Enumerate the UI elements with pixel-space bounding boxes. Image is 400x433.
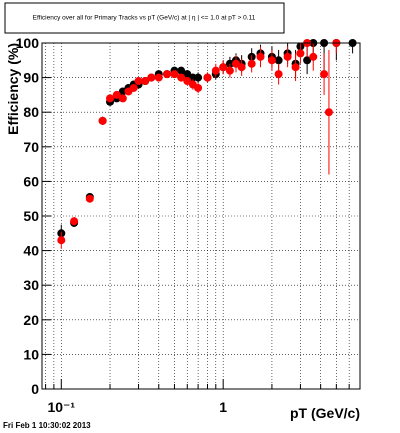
data-point: [225, 66, 234, 75]
data-point: [219, 63, 228, 72]
data-point: [141, 77, 150, 86]
x-tick-label: 10⁻¹: [47, 399, 75, 415]
y-tick-label: 10: [23, 346, 39, 362]
y-tick-label: 30: [23, 277, 39, 293]
y-tick-label: 80: [23, 104, 39, 120]
data-point: [170, 70, 179, 79]
chart-title: Efficiency over all for Primary Tracks v…: [33, 15, 256, 22]
title-box: [4, 2, 285, 34]
data-point: [194, 83, 203, 92]
data-point: [106, 94, 115, 103]
y-axis-title: Efficiency (%): [5, 43, 21, 135]
data-point: [324, 108, 333, 117]
footer: Fri Feb 1 10:30:02 2013: [3, 421, 91, 430]
data-point: [147, 73, 156, 82]
data-point: [134, 77, 143, 86]
data-point: [177, 73, 186, 82]
data-point: [98, 116, 107, 125]
data-point: [283, 52, 292, 61]
data-point: [256, 52, 265, 61]
data-point: [163, 70, 172, 79]
axes: 0 10 20 30 40 50 60 70 80 90 100 10⁻¹ 1: [16, 35, 361, 415]
data-point: [118, 94, 127, 103]
data-point: [112, 90, 121, 99]
data-point: [320, 70, 329, 79]
y-tick-label: 60: [23, 173, 39, 189]
y-tick-label: 40: [23, 243, 39, 259]
data-point: [303, 56, 312, 65]
data-point: [267, 56, 276, 65]
data-point: [291, 63, 300, 72]
data-point: [57, 236, 66, 245]
y-tick-label: 20: [23, 312, 39, 328]
data-point: [85, 194, 94, 203]
x-axis-title: pT (GeV/c): [290, 405, 360, 421]
data-point: [194, 73, 203, 82]
marks: [57, 39, 357, 249]
data-point: [154, 73, 163, 82]
data-point: [129, 83, 138, 92]
data-point: [237, 63, 246, 72]
y-tick-label: 50: [23, 208, 39, 224]
data-point: [247, 59, 256, 68]
data-point: [274, 70, 283, 79]
data-point: [70, 217, 79, 226]
data-point: [177, 66, 186, 75]
data-point: [274, 56, 283, 65]
data-point: [309, 52, 318, 61]
y-tick-label: 70: [23, 139, 39, 155]
data-point: [225, 59, 234, 68]
y-tick-label: 90: [23, 70, 39, 86]
y-tick-label: 100: [16, 35, 40, 51]
data-point: [296, 49, 305, 58]
y-tick-label: 0: [31, 381, 39, 397]
data-point: [211, 66, 220, 75]
x-tick-label: 1: [219, 399, 227, 415]
data-point: [203, 73, 212, 82]
